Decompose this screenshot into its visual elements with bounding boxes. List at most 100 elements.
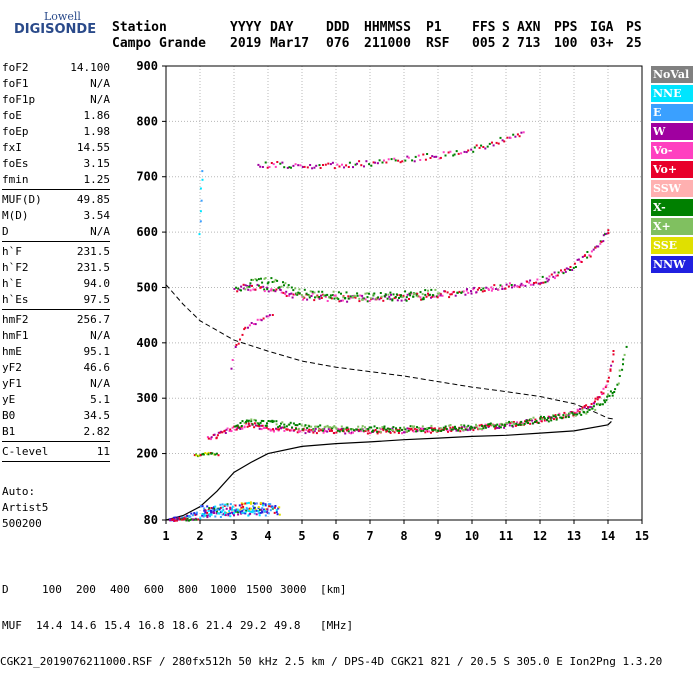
trace-f2-ordinary-dot [524,284,527,287]
x-tick-label: 14 [601,529,615,543]
trace-f1-extraordinary-dot [378,427,381,430]
trace-es-base-dot [190,518,193,521]
trace-multiple-reflection-dot [455,150,458,153]
trace-f1-extraordinary-dot [492,424,495,427]
trace-f2-ordinary-dot [262,285,265,288]
trace-f2-ordinary-dot [280,291,283,294]
param-value: 231.5 [76,245,110,258]
trace-f2-extraordinary-dot [412,293,415,295]
trace-f1-extraordinary-dot [251,423,254,426]
trace-f1-ordinary-dot [604,386,607,389]
trace-f1-extraordinary-dot [250,420,253,423]
trace-f2-ordinary-dot [548,275,551,278]
trace-f2-ordinary-dot [581,255,584,258]
trace-f1-ordinary-dot [419,427,422,430]
param-row: M(D) 3.54 [2,208,110,224]
trace-sporadic-e-dot [238,504,241,507]
trace-f2-extraordinary-dot [361,298,364,301]
trace-f2-ordinary-dot [546,280,549,283]
trace-f1-ordinary-dot [304,432,307,435]
trace-f1-extraordinary-dot [275,423,278,426]
trace-f1-ordinary-dot [562,416,565,419]
trace-f1-extraordinary-dot [523,422,526,425]
trace-spread-dot [267,512,270,515]
trace-f1-ordinary-dot [583,406,586,409]
trace-f1-extraordinary-dot [555,418,558,421]
trace-multiple-reflection-dot [393,157,396,160]
trace-f1-extraordinary-dot [285,425,288,428]
header-value-hhmmss: 211000 [364,36,411,51]
trace-f1-ordinary-dot [587,407,590,410]
trace-f1-extraordinary-dot [406,430,409,433]
trace-sporadic-e-dot [247,508,250,511]
trace-sporadic-e-dot [228,510,231,513]
trace-vertical-dot [201,170,204,173]
trace-f1-extraordinary-dot [578,412,581,415]
trace-f1-extraordinary-dot [413,425,416,428]
trace-f1-ordinary-dot [275,427,277,430]
trace-f2-ordinary-dot [569,269,571,271]
trace-multiple-reflection-dot [522,131,525,134]
trace-f1-ordinary-dot [357,430,360,433]
y-tick-label: 400 [136,336,158,350]
trace-f1-extraordinary-dot [501,423,504,426]
trace-multiple-reflection-dot [360,164,363,167]
trace-f2-ordinary-dot [252,288,255,291]
trace-spread-dot [255,509,258,512]
distance-label: D [2,583,9,596]
header-values-row: Campo Grande 2019 Mar17 076 211000 RSF 0… [112,36,652,52]
trace-f1-extraordinary-dot [464,428,467,431]
trace-f2-ordinary-dot [560,269,562,272]
trace-f1-extraordinary-dot [401,428,403,431]
trace-multiple-reflection-dot [374,161,377,164]
trace-f2-ordinary-dot [594,246,597,249]
trace-sporadic-e-dot [203,507,206,510]
trace-multiple-reflection-dot [442,151,445,154]
muf-value: 29.2 [240,619,267,632]
trace-f1-ordinary-dot [398,428,401,431]
param-value: N/A [90,329,110,342]
trace-spread-dot [206,514,209,517]
trace-f1-ordinary-dot [463,425,466,428]
trace-vertical-dot [200,199,203,202]
trace-sporadic-e-dot [252,502,255,505]
trace-f2-ordinary-dot [275,288,278,291]
trace-f2-ordinary-dot [518,286,521,289]
trace-f2-extraordinary-dot [286,286,289,289]
trace-spread-dot [218,508,221,511]
trace-f1-ordinary-dot [536,421,539,424]
trace-f2-extraordinary-dot [355,295,358,298]
trace-f1-extraordinary-dot [481,425,484,427]
trace-f2-ordinary-dot [537,282,540,285]
trace-f1-extraordinary-dot [455,427,457,430]
trace-f1-ordinary-dot [596,398,599,401]
trace-f2-ordinary-dot [288,293,291,296]
trace-f1-extraordinary-dot [347,430,350,433]
trace-f2-ordinary-dot [405,299,408,302]
trace-sporadic-e-dot [229,512,232,515]
trace-f2-ordinary-dot [240,289,242,292]
trace-f2-extraordinary-dot [434,288,437,291]
trace-f2-ordinary-dot [382,299,385,302]
trace-spread-dot [204,509,207,512]
trace-f1-ordinary-dot [516,421,519,424]
trace-f1-ordinary-dot [244,422,247,425]
param-value: 1.86 [83,109,111,122]
trace-es-base-dot [176,519,178,522]
trace-f1-extraordinary-dot [603,399,606,402]
distance-unit: [km] [320,583,347,596]
trace-f2-ordinary-dot [440,294,443,297]
trace-multiple-reflection-dot [424,158,427,161]
trace-f2-ordinary-dot [452,290,455,293]
trace-multiple-reflection-dot [407,156,410,159]
trace-f2-extraordinary-dot [383,295,386,298]
trace-f2-ordinary-dot [263,288,266,291]
trace-f2-ordinary-dot [555,274,558,277]
header-label-pps: PPS [554,20,578,35]
trace-f1-ordinary-dot [286,428,289,431]
trace-f1-extraordinary-dot [346,426,349,429]
trace-sporadic-e-dot [239,508,242,511]
trace-f2-extraordinary-dot [387,293,390,296]
trace-f2-ordinary-dot [561,271,564,273]
trace-f2-ordinary-dot [513,284,516,287]
